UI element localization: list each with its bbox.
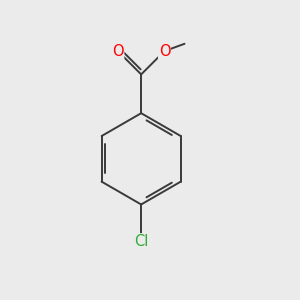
Text: O: O [159,44,170,59]
Text: Cl: Cl [134,234,148,249]
Text: O: O [112,44,124,59]
